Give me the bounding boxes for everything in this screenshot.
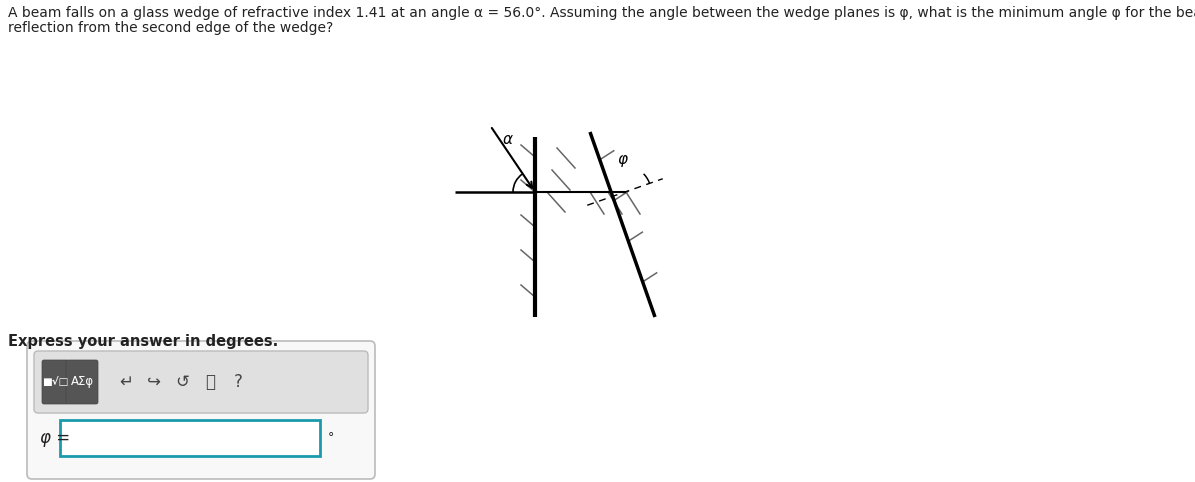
- Text: φ: φ: [617, 152, 627, 167]
- FancyBboxPatch shape: [66, 360, 98, 404]
- Text: ↪: ↪: [147, 373, 161, 391]
- Text: ↵: ↵: [120, 373, 133, 391]
- FancyBboxPatch shape: [42, 360, 68, 404]
- Text: reflection from the second edge of the wedge?: reflection from the second edge of the w…: [8, 21, 333, 35]
- Text: Express your answer in degrees.: Express your answer in degrees.: [8, 334, 278, 349]
- FancyBboxPatch shape: [60, 420, 320, 456]
- Text: ■√□: ■√□: [42, 377, 68, 387]
- FancyBboxPatch shape: [27, 341, 375, 479]
- Text: ↺: ↺: [174, 373, 189, 391]
- Text: α: α: [502, 132, 513, 147]
- Text: °: °: [327, 431, 335, 444]
- FancyBboxPatch shape: [33, 351, 368, 413]
- Text: A beam falls on a glass wedge of refractive index 1.41 at an angle α = 56.0°. As: A beam falls on a glass wedge of refract…: [8, 6, 1195, 20]
- Text: φ =: φ =: [39, 429, 71, 447]
- Text: ?: ?: [233, 373, 243, 391]
- Text: ⌸: ⌸: [206, 373, 215, 391]
- Text: AΣφ: AΣφ: [71, 375, 93, 388]
